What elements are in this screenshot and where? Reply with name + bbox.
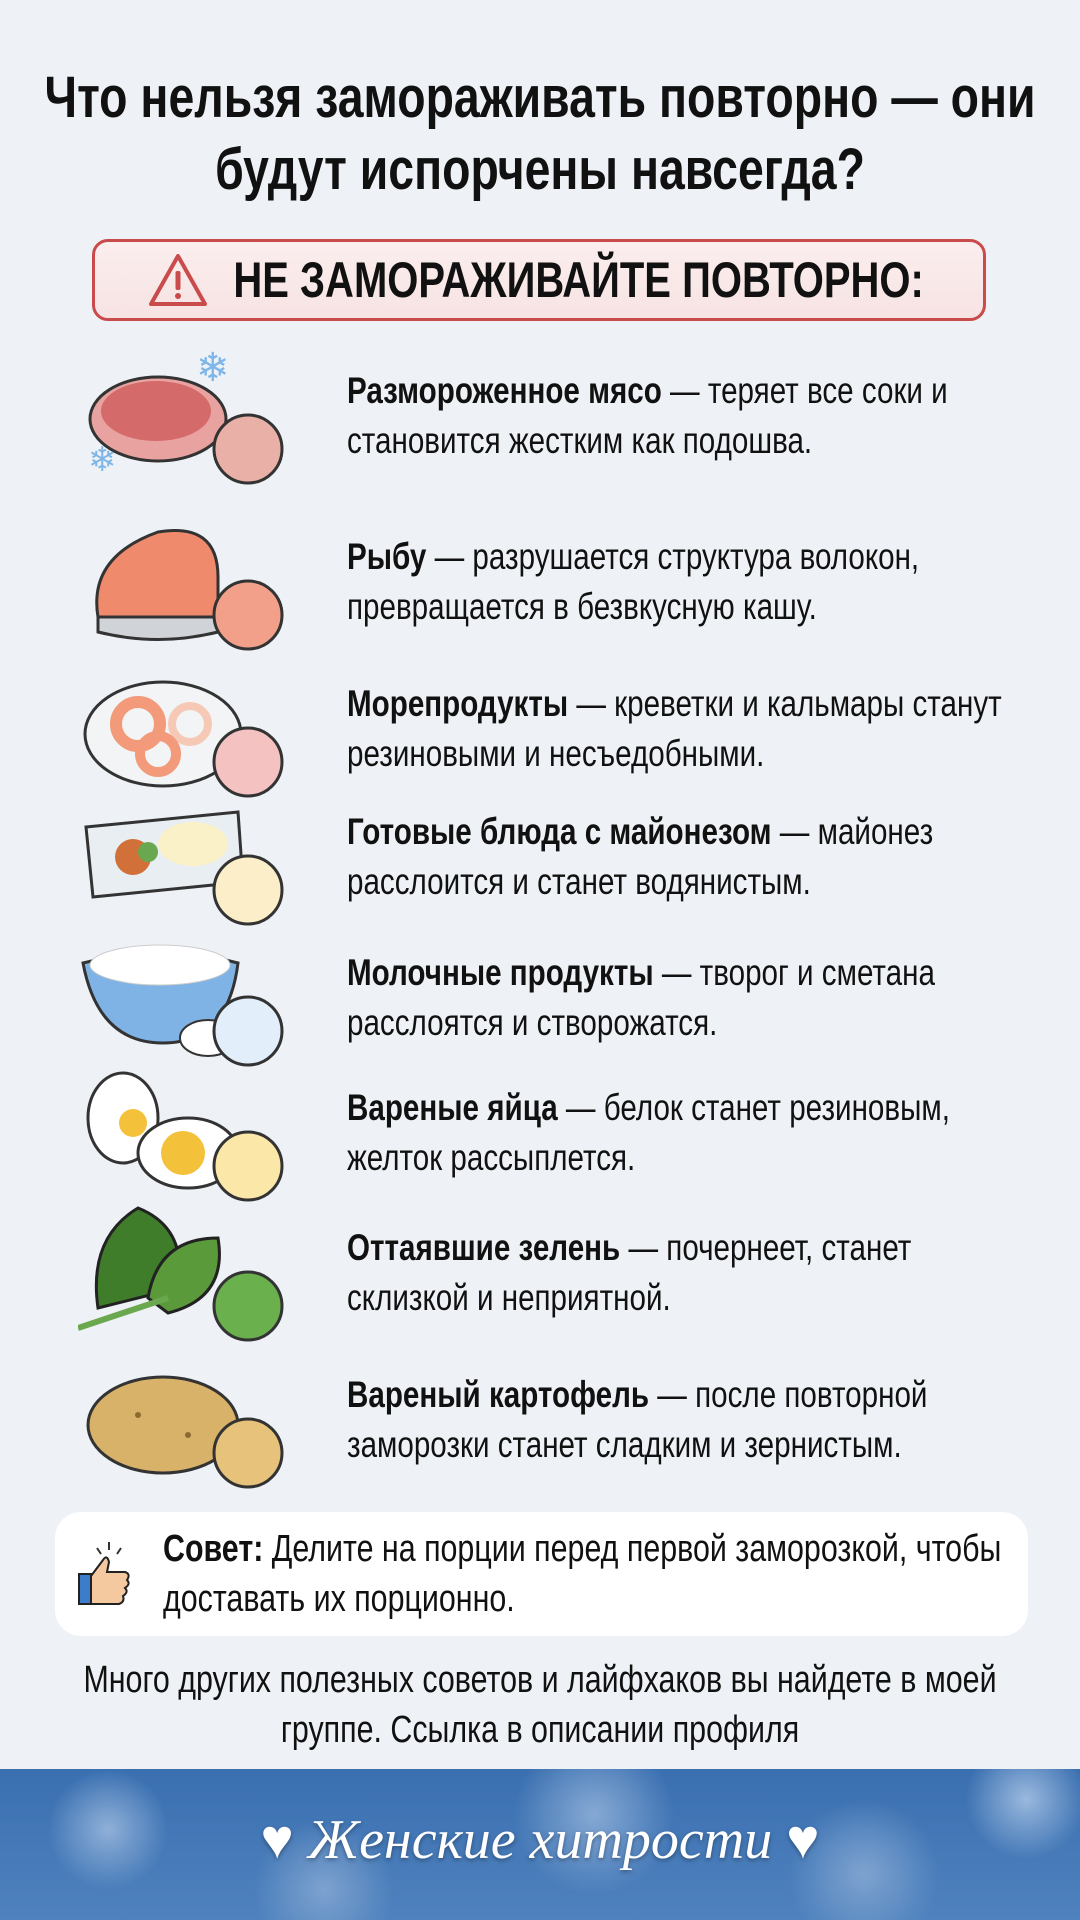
fish-icon [95,529,284,651]
item-description: — разрушается структура волокон, превращ… [347,536,920,627]
tip-label: Совет: [163,1528,264,1570]
list-item: Рыбу — разрушается структура волокон, пр… [0,507,1080,657]
item-name: Вареные яйца [347,1087,558,1128]
list-item: Оттаявшие зелень — почернеет, станет скл… [0,1198,1080,1348]
item-name: Рыбу [347,536,427,577]
svg-text:❄: ❄ [88,441,117,479]
item-name: Готовые блюда с майонезом [347,811,772,852]
page-title: Что нельзя замораживать повторно — они б… [44,65,1036,202]
greens-icon [78,1206,284,1342]
tip-text: Делите на порции перед первой заморозкой… [163,1528,1002,1620]
list-item: Молочные продукты — творог и сметана рас… [0,923,1080,1073]
footer-text: Много других полезных советов и лайфхако… [83,1659,997,1751]
list-item: Вареный картофель — после повторной замо… [0,1345,1080,1495]
item-description: — креветки и кальмары станут резиновыми … [347,683,1002,774]
warning-banner: НЕ ЗАМОРАЖИВАЙТЕ ПОВТОРНО: [92,239,986,321]
list-item: Вареные яйца — белок станет резиновым, ж… [0,1058,1080,1208]
boiled-egg-icon [86,1071,284,1202]
meat-icon: ❄❄ [88,346,284,485]
item-description: — после повторной заморозки станет сладк… [347,1374,928,1465]
brand-band [0,1769,1080,1920]
warning-triangle-icon [149,254,208,306]
list-item: Морепродукты — креветки и кальмары стану… [0,654,1080,804]
warning-label: НЕ ЗАМОРАЖИВАЙТЕ ПОВТОРНО: [233,252,925,308]
brand-name: ♥ Женские хитрости ♥ [260,1809,820,1871]
item-name: Оттаявшие зелень [347,1227,621,1268]
item-description: — майонез расслоится и станет водянистым… [347,811,934,902]
dairy-icon [81,944,284,1067]
mayo-dish-icon [84,810,284,926]
item-name: Размороженное мясо [347,370,662,411]
thumbs-up-icon [78,1542,130,1605]
tip-box: Совет: Делите на порции перед первой зам… [55,1512,1028,1636]
item-name: Вареный картофель [347,1374,650,1415]
item-description: — белок станет резиновым, желток рассыпл… [347,1087,950,1178]
list-item: Готовые блюда с майонезом — майонез расс… [0,782,1080,932]
item-name: Морепродукты [347,683,569,724]
svg-text:❄: ❄ [196,346,230,390]
item-description: — теряет все соки и становится жестким к… [347,370,948,461]
potato-icon [86,1375,284,1489]
seafood-icon [83,680,284,798]
list-item: ❄ ❄ Размороженное мясо — теряет все соки и… [0,341,1080,491]
item-description: — почернеет, станет склизкой и неприятно… [347,1227,912,1318]
item-description: — творог и сметана расслоятся и створожа… [347,952,935,1043]
item-name: Молочные продукты [347,952,654,993]
